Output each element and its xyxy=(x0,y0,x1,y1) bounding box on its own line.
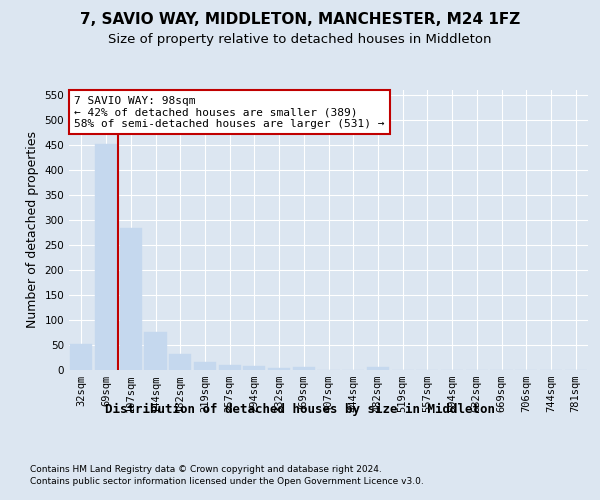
Text: Contains HM Land Registry data © Crown copyright and database right 2024.: Contains HM Land Registry data © Crown c… xyxy=(30,465,382,474)
Bar xyxy=(70,344,92,370)
Bar xyxy=(145,332,167,370)
Bar xyxy=(268,368,290,370)
Text: 7 SAVIO WAY: 98sqm
← 42% of detached houses are smaller (389)
58% of semi-detach: 7 SAVIO WAY: 98sqm ← 42% of detached hou… xyxy=(74,96,385,129)
Bar xyxy=(194,362,216,370)
Bar xyxy=(367,366,389,370)
Bar xyxy=(169,354,191,370)
Bar xyxy=(95,144,117,370)
Text: Contains public sector information licensed under the Open Government Licence v3: Contains public sector information licen… xyxy=(30,478,424,486)
Bar xyxy=(119,228,142,370)
Bar xyxy=(243,366,265,370)
Bar xyxy=(218,364,241,370)
Text: Size of property relative to detached houses in Middleton: Size of property relative to detached ho… xyxy=(108,32,492,46)
Bar xyxy=(293,367,315,370)
Text: 7, SAVIO WAY, MIDDLETON, MANCHESTER, M24 1FZ: 7, SAVIO WAY, MIDDLETON, MANCHESTER, M24… xyxy=(80,12,520,28)
Y-axis label: Number of detached properties: Number of detached properties xyxy=(26,132,39,328)
Text: Distribution of detached houses by size in Middleton: Distribution of detached houses by size … xyxy=(105,402,495,415)
